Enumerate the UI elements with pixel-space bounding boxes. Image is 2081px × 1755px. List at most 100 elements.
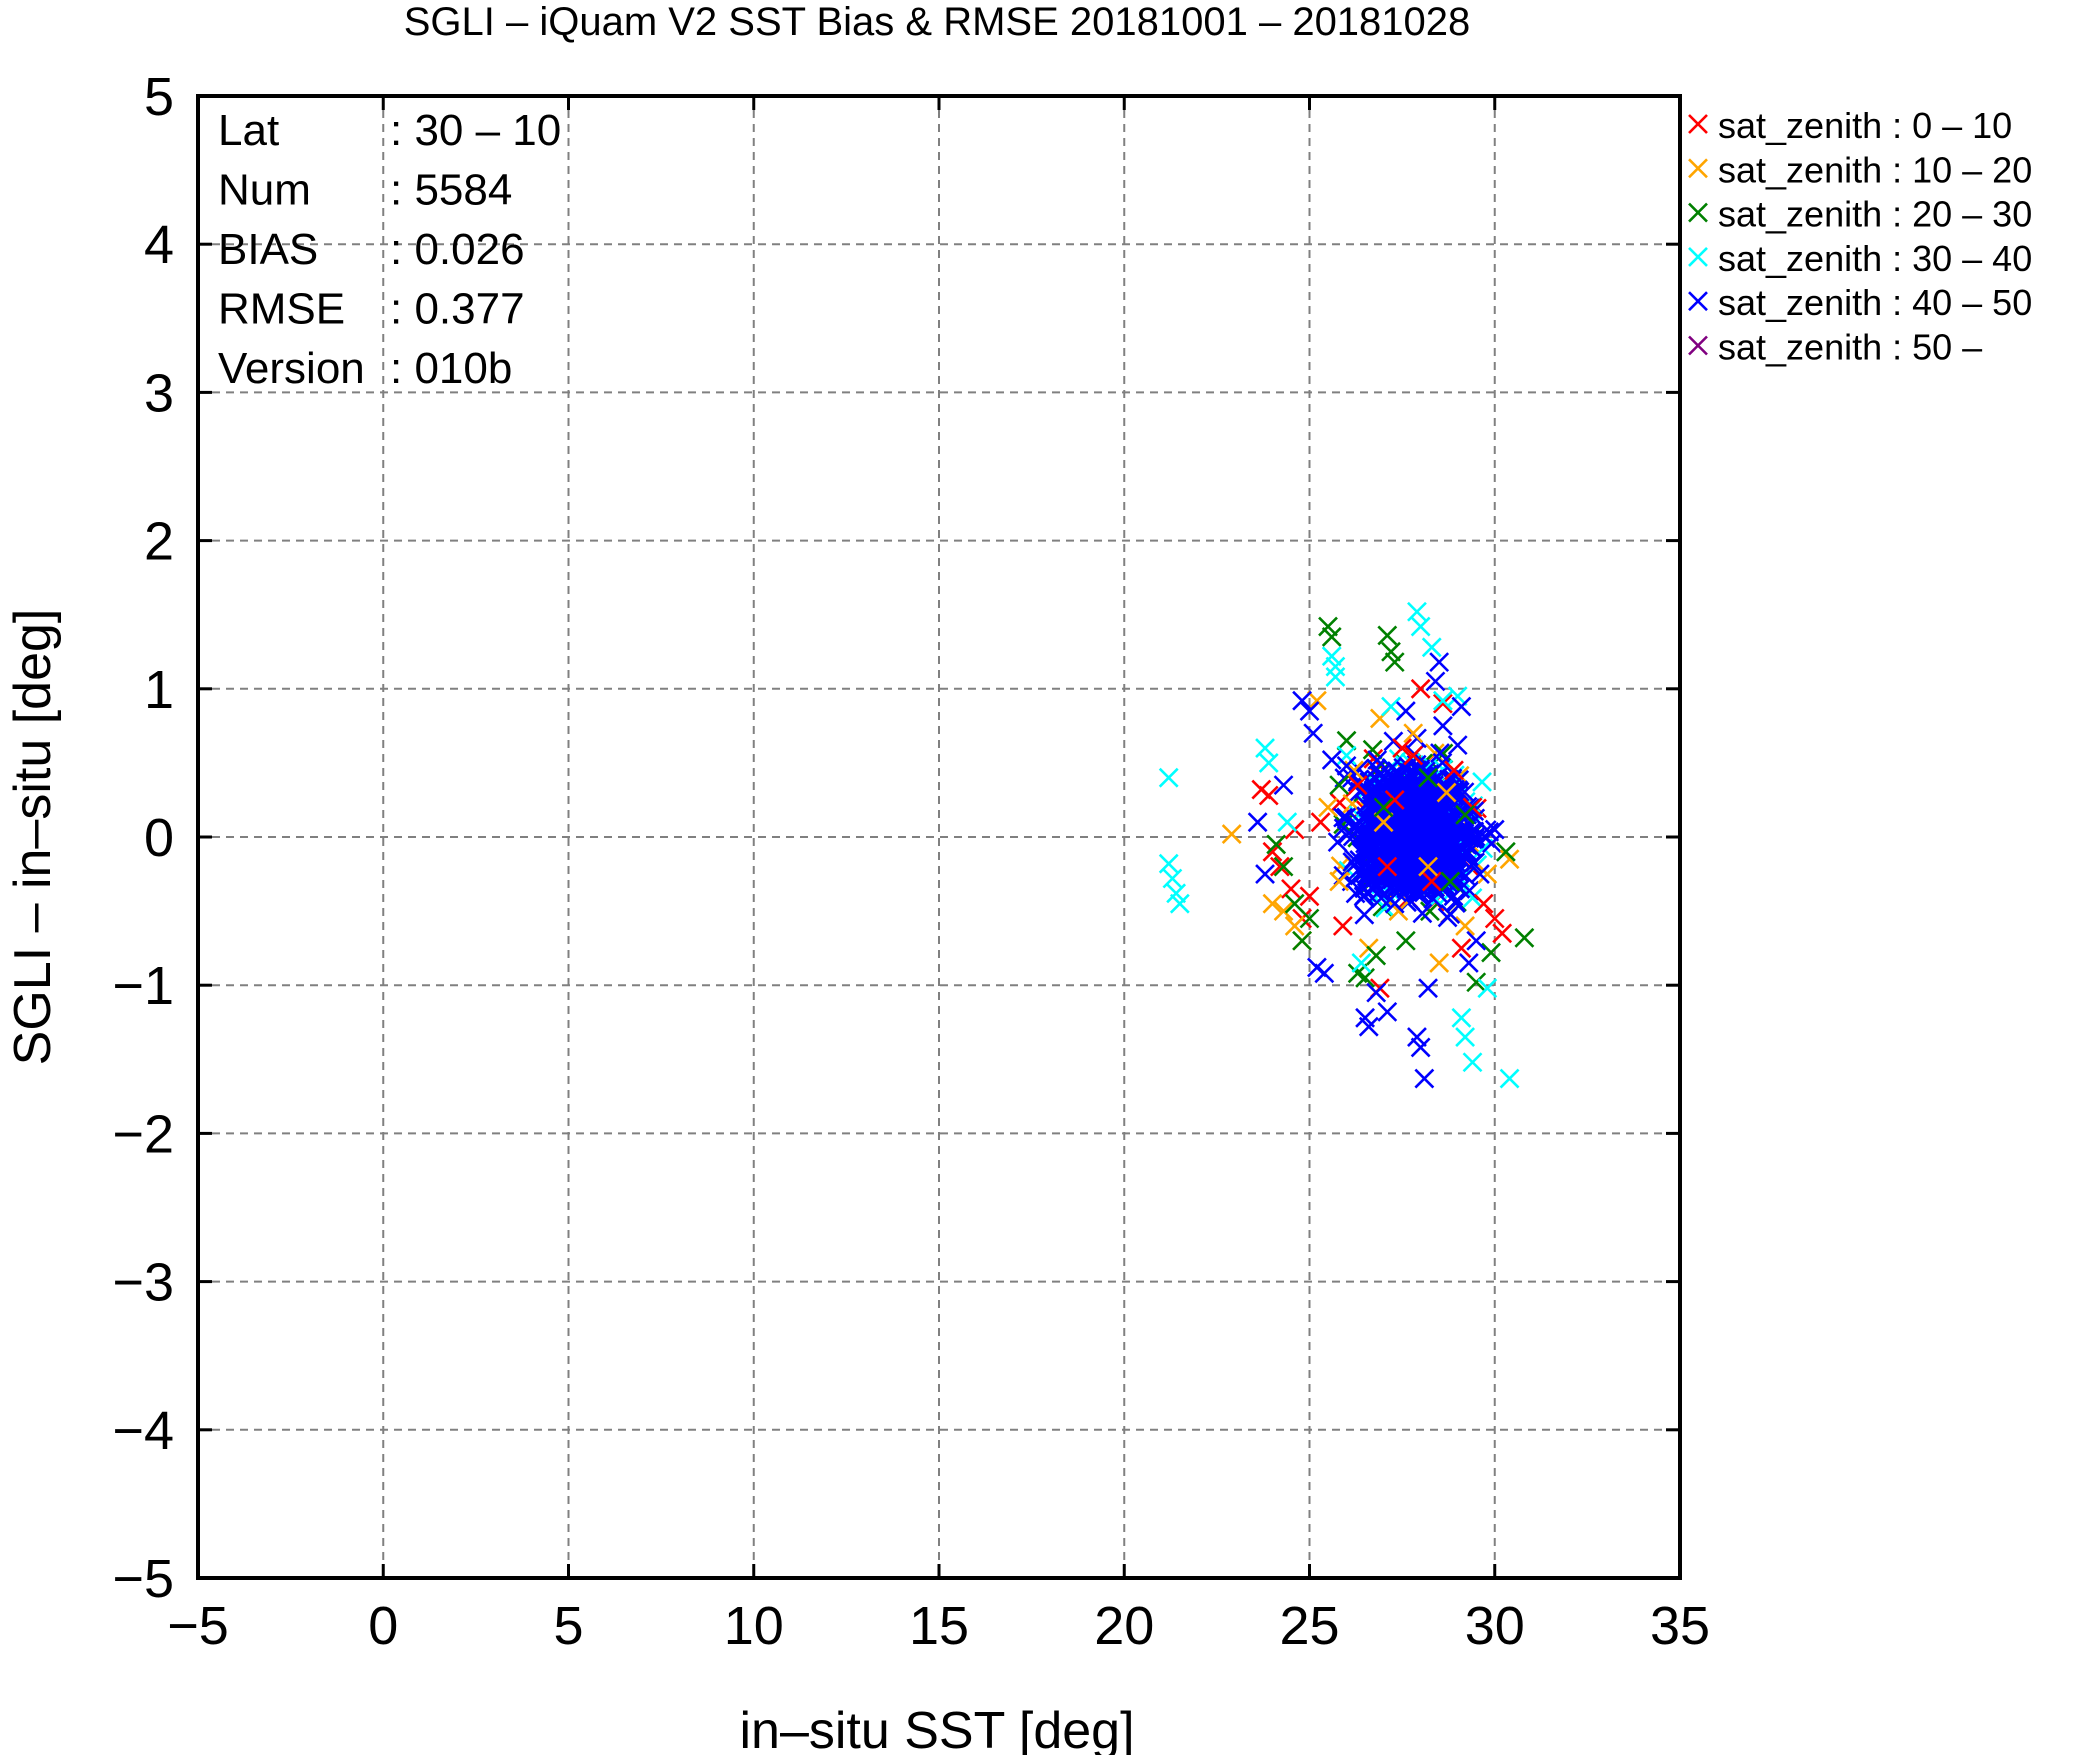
data-point [1470,864,1490,884]
data-point [1318,616,1338,637]
y-tick-label: −3 [112,1253,174,1313]
data-point [1405,880,1426,901]
data-point [1162,868,1183,889]
data-point [1422,813,1443,833]
data-point [1352,826,1373,847]
data-point [1336,730,1357,751]
data-point [1403,745,1424,766]
data-point [1410,1037,1431,1058]
y-tick-label: 0 [144,808,174,868]
legend-label: sat_zenith : 20 – 30 [1718,194,2032,235]
legend-marker [1688,246,1708,267]
data-point [1395,701,1416,721]
data-point [1414,1068,1435,1089]
data-point [1455,1027,1476,1047]
data-point [1421,871,1442,892]
data-point [1459,814,1480,835]
data-point [1395,930,1416,951]
chart-title: SGLI – iQuam V2 SST Bias & RMSE 20181001… [404,0,1471,44]
data-point [1421,637,1442,658]
legend-label: sat_zenith : 50 – [1718,327,1982,368]
data-point [1384,830,1405,851]
legend-item: sat_zenith : 40 – 50 [1688,282,2032,323]
data-point [1419,901,1440,922]
data-point [1407,601,1427,622]
y-tick-label: 1 [144,660,174,720]
legend-marker [1688,114,1708,134]
data-point [1495,841,1516,862]
data-point [1284,916,1305,936]
data-point [1432,690,1453,711]
stat-value: : 0.026 [390,225,525,274]
data-point [1492,923,1513,944]
data-point [1410,616,1431,637]
data-point [1398,756,1419,777]
stat-label: Lat [218,106,279,155]
data-point [1169,893,1190,914]
x-tick-label: 30 [1465,1596,1525,1656]
legend-item: sat_zenith : 20 – 30 [1688,194,2032,235]
data-point [1389,832,1410,852]
y-tick-label: −1 [112,956,174,1016]
data-point [1273,901,1294,922]
y-tick-label: 4 [144,215,174,275]
data-point [1458,953,1479,973]
data-point [1299,908,1320,929]
data-point [1358,827,1379,848]
data-point [1444,760,1464,781]
data-point [1351,953,1372,973]
data-point [1292,930,1313,951]
data-point [1269,856,1290,877]
data-point [1344,849,1364,870]
data-point [1367,750,1388,770]
plot-frame [196,94,1682,1580]
y-tick-label: −5 [112,1549,174,1609]
data-point [1432,715,1453,736]
data-point [1158,767,1179,788]
data-point [1436,851,1457,872]
data-point [1358,1016,1379,1037]
data-point [1258,785,1279,806]
data-point [1273,856,1294,877]
legend-item: sat_zenith : 0 – 10 [1688,105,2012,146]
data-point [1366,945,1387,966]
data-point [1381,696,1401,717]
data-point [1425,671,1446,692]
data-point [1266,834,1287,855]
data-point [1473,893,1494,914]
data-point [1292,690,1313,711]
data-point [1362,739,1383,760]
data-point [1447,735,1468,756]
series-3-points [1158,601,1520,1089]
legend-marker [1688,158,1708,179]
legend-marker [1688,335,1708,356]
x-tick-label: 10 [724,1596,784,1656]
data-point [1329,871,1350,892]
stat-label: Num [218,166,311,215]
x-tick-label: 35 [1650,1596,1710,1656]
stat-value: : 30 – 10 [390,106,561,155]
y-tick-label: 3 [144,363,174,423]
data-point [1273,775,1294,796]
data-point [1481,942,1501,963]
data-point [1384,652,1405,673]
data-point [1514,927,1535,948]
data-point [1329,775,1350,796]
data-point [1477,864,1498,884]
data-point [1384,893,1405,914]
data-point [1440,871,1461,892]
data-point [1354,904,1375,925]
data-point [1429,792,1450,813]
legend-marker [1688,291,1708,312]
stat-label: BIAS [218,225,318,274]
data-point [1436,782,1457,803]
data-point [1336,807,1357,828]
data-point [1281,878,1301,899]
data-point [1484,819,1505,840]
tick-labels: −5 0 5 10 15 20 25 30 35 −5 −4 −3 −2 −1 0 1 2 3 4 5 [112,67,1710,1656]
data-point [1398,850,1419,871]
data-point [1321,750,1342,770]
legend-item: sat_zenith : 30 – 40 [1688,238,2032,279]
